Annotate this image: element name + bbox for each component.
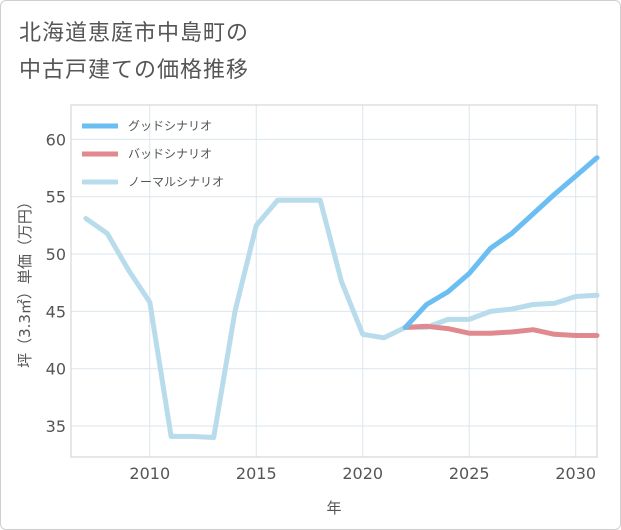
x-axis-ticks: 2010 2015 2020 2025 2030 [129, 464, 596, 483]
series-lines [83, 155, 600, 440]
legend-label: ノーマルシナリオ [128, 175, 224, 189]
series-line-1 [402, 155, 600, 330]
x-tick-label: 2010 [129, 464, 170, 483]
y-axis-label: 坪（3.3㎡）単価（万円） [16, 194, 34, 368]
chart-title: 北海道恵庭市中島町の 中古戸建ての価格推移 [19, 21, 250, 83]
plot-area [70, 104, 598, 458]
y-axis-ticks: 35 40 45 50 55 60 [46, 130, 66, 436]
y-tick-label: 45 [46, 302, 66, 321]
y-tick-label: 35 [46, 417, 66, 436]
x-axis-label: 年 [326, 499, 341, 517]
y-tick-label: 50 [46, 245, 66, 264]
x-tick-label: 2030 [555, 464, 596, 483]
y-tick-label: 40 [46, 360, 66, 379]
series-line-3 [83, 197, 600, 440]
x-tick-label: 2025 [449, 464, 490, 483]
x-tick-label: 2015 [236, 464, 277, 483]
y-tick-label: 55 [46, 188, 66, 207]
series-line-2 [402, 323, 600, 338]
legend-label: バッドシナリオ [128, 147, 212, 161]
x-tick-label: 2020 [342, 464, 383, 483]
y-tick-label: 60 [46, 130, 66, 149]
legend-label: グッドシナリオ [128, 119, 212, 133]
